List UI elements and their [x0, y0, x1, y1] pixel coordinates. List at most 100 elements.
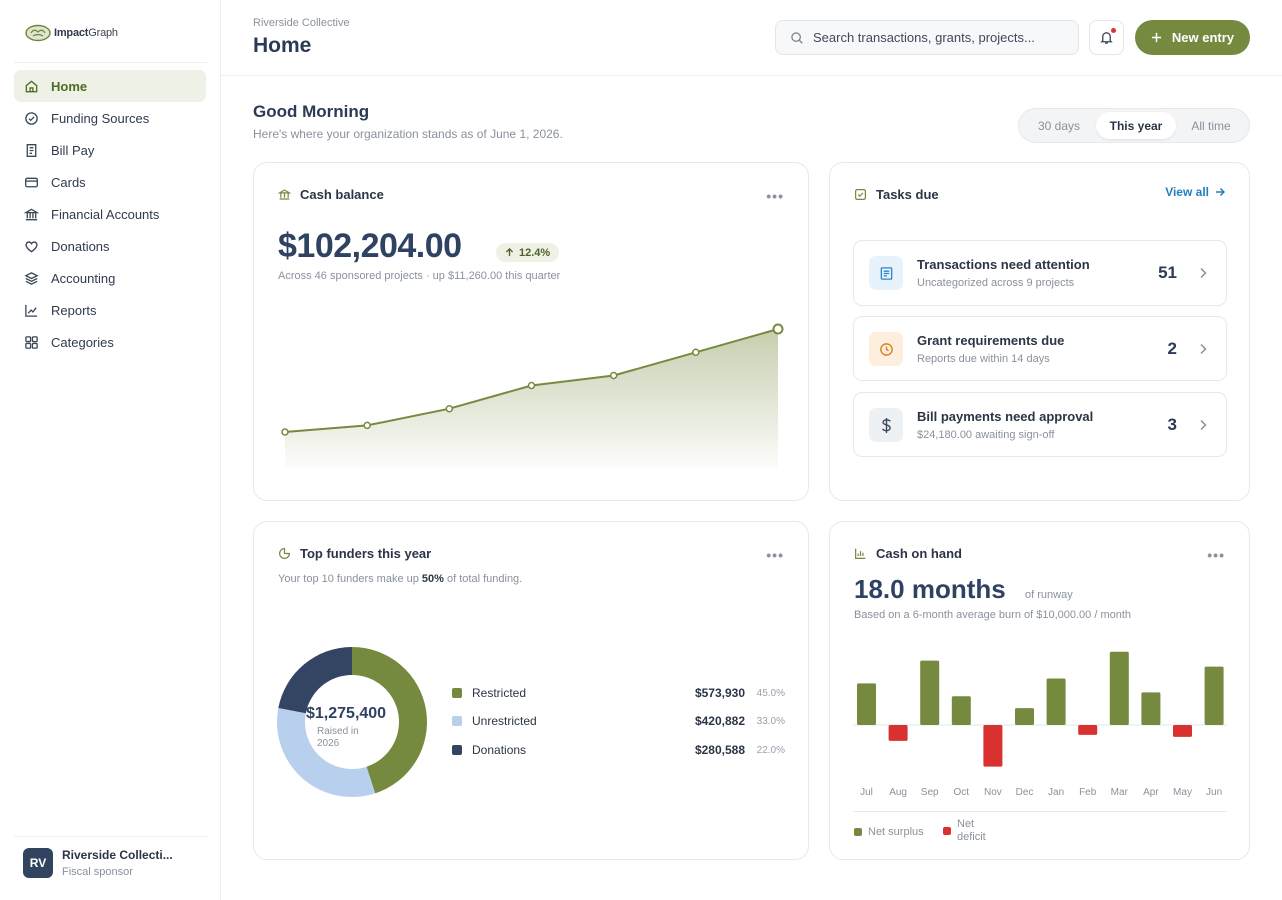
- donut-slice-restricted[interactable]: [352, 647, 427, 794]
- legend-row-unrestricted: Unrestricted $420,882 33.0%: [452, 712, 785, 730]
- user-name: Riverside Collecti...: [62, 848, 173, 862]
- card-icon: [25, 177, 38, 187]
- x-tick-label: Oct: [954, 787, 970, 798]
- more-menu-button[interactable]: •••: [766, 547, 784, 563]
- legend-swatch: [452, 716, 462, 726]
- sidebar-item-accounting[interactable]: Accounting: [14, 262, 206, 294]
- view-all-link[interactable]: View all: [1165, 185, 1225, 199]
- task-title: Bill payments need approval: [917, 409, 1094, 424]
- bank-icon: [278, 189, 291, 200]
- cash-balance-amount: $102,204.00: [278, 227, 462, 265]
- task-icon-wrap: [869, 332, 903, 366]
- x-tick-label: Jul: [860, 787, 873, 798]
- bar-sep[interactable]: [920, 660, 940, 725]
- tasks-due-card: Tasks due View all Transactions need att…: [829, 162, 1250, 501]
- cash-on-hand-bar-chart: Jul Aug Sep Oct Nov Dec Jan Feb Mar Apr May Jun: [853, 651, 1227, 798]
- legend-percent: 45.0%: [756, 687, 785, 699]
- donut-slice-unrestricted[interactable]: [277, 707, 376, 797]
- checkbox-icon: [855, 189, 866, 200]
- change-value: 12.4%: [519, 246, 551, 259]
- search-placeholder: Search transactions, grants, projects...: [813, 30, 1035, 45]
- user-profile[interactable]: RV Riverside Collecti... Fiscal sponsor: [23, 848, 173, 878]
- x-tick-label: May: [1173, 787, 1192, 798]
- chevron-right-icon: [1200, 267, 1207, 279]
- bar-dec[interactable]: [1015, 708, 1034, 725]
- layers-icon: [24, 271, 39, 285]
- task-grant-requirements[interactable]: Grant requirements due Reports due withi…: [853, 316, 1227, 381]
- card-title: Tasks due: [876, 187, 939, 202]
- funders-subtitle: Your top 10 funders make up 50% of total…: [278, 573, 522, 585]
- card-title: Cash on hand: [876, 546, 962, 561]
- brand-logo[interactable]: ImpactGraph: [25, 24, 118, 42]
- legend-swatch: [452, 688, 462, 698]
- data-point: [692, 348, 700, 357]
- sidebar-item-donations[interactable]: Donations: [14, 230, 206, 262]
- bar-jun[interactable]: [1204, 666, 1224, 725]
- data-point: [527, 381, 536, 390]
- bar-oct[interactable]: [951, 696, 971, 725]
- arrow-right-icon: [1216, 187, 1225, 197]
- sidebar: ImpactGraph Home Funding Sources Bill Pa…: [0, 0, 221, 900]
- task-icon-wrap: [869, 408, 903, 442]
- sidebar-item-cards[interactable]: Cards: [14, 166, 206, 198]
- legend-swatch: [943, 827, 951, 835]
- task-count: 51: [1158, 263, 1177, 282]
- range-option-all-time[interactable]: All time: [1191, 118, 1231, 133]
- bar-nov[interactable]: [983, 725, 1003, 767]
- bar-jul[interactable]: [857, 683, 876, 725]
- pie-chart-icon: [279, 548, 290, 559]
- sidebar-nav: Home Funding Sources Bill Pay Cards Fina…: [14, 70, 206, 358]
- legend-name: Restricted: [472, 686, 527, 700]
- bar-feb[interactable]: [1078, 725, 1098, 735]
- bank-icon: [24, 208, 39, 220]
- brand-name-rest: Graph: [88, 27, 118, 39]
- top-funders-card: Top funders this year ••• Your top 10 fu…: [253, 521, 809, 860]
- more-menu-button[interactable]: •••: [1207, 547, 1225, 563]
- dollar-icon: [881, 417, 891, 433]
- legend-label: Net surplus: [868, 826, 924, 838]
- search-input[interactable]: Search transactions, grants, projects...: [775, 20, 1079, 55]
- legend-percent: 22.0%: [756, 744, 785, 756]
- task-transactions-attention[interactable]: Transactions need attention Uncategorize…: [853, 240, 1227, 306]
- cash-balance-chart: [281, 323, 784, 469]
- bar-aug[interactable]: [888, 725, 908, 741]
- bell-icon: [1100, 32, 1113, 44]
- date-range-toggle: 30 days This year All time: [1018, 108, 1250, 143]
- x-tick-label: Jun: [1206, 787, 1222, 798]
- bar-apr[interactable]: [1141, 692, 1161, 725]
- org-name: Riverside Collective: [253, 17, 350, 29]
- bar-mar[interactable]: [1109, 651, 1129, 725]
- task-subtitle: Uncategorized across 9 projects: [917, 277, 1075, 289]
- sidebar-item-categories[interactable]: Categories: [14, 326, 206, 358]
- cash-balance-subtitle: Across 46 sponsored projects · up $11,26…: [278, 270, 561, 282]
- more-menu-button[interactable]: •••: [766, 188, 784, 204]
- funders-donut-chart: [277, 647, 427, 797]
- donut-center-amount: $1,275,400: [306, 705, 387, 722]
- legend-percent: 33.0%: [756, 715, 785, 727]
- range-option-30-days[interactable]: 30 days: [1037, 118, 1081, 133]
- sidebar-item-reports[interactable]: Reports: [14, 294, 206, 326]
- donut-slice-donations[interactable]: [278, 647, 352, 714]
- card-title: Cash balance: [300, 187, 384, 202]
- sidebar-item-financial-accounts[interactable]: Financial Accounts: [14, 198, 206, 230]
- chevron-right-icon: [1200, 343, 1207, 355]
- bar-may[interactable]: [1173, 725, 1192, 737]
- sidebar-item-funding-sources[interactable]: Funding Sources: [14, 102, 206, 134]
- bar-jan[interactable]: [1046, 678, 1066, 725]
- legend-row-donations: Donations $280,588 22.0%: [452, 741, 785, 759]
- check-circle-icon: [25, 111, 38, 125]
- cash-balance-card: Cash balance ••• $102,204.00 12.4% Acros…: [253, 162, 809, 501]
- notifications-button[interactable]: [1089, 20, 1124, 55]
- new-entry-button[interactable]: New entry: [1135, 20, 1250, 55]
- sidebar-item-bill-pay[interactable]: Bill Pay: [14, 134, 206, 166]
- arrow-up-icon: [505, 248, 514, 257]
- data-point: [445, 404, 454, 413]
- new-entry-label: New entry: [1171, 30, 1235, 45]
- funders-subtitle-text-end: of total funding.: [443, 573, 523, 585]
- sidebar-item-home[interactable]: Home: [14, 70, 206, 102]
- runway-unit: of runway: [1025, 589, 1073, 601]
- task-bill-approvals[interactable]: Bill payments need approval $24,180.00 a…: [853, 392, 1227, 457]
- sidebar-item-label: Funding Sources: [51, 110, 150, 126]
- range-option-this-year[interactable]: This year: [1096, 112, 1176, 139]
- sidebar-item-label: Donations: [51, 238, 110, 254]
